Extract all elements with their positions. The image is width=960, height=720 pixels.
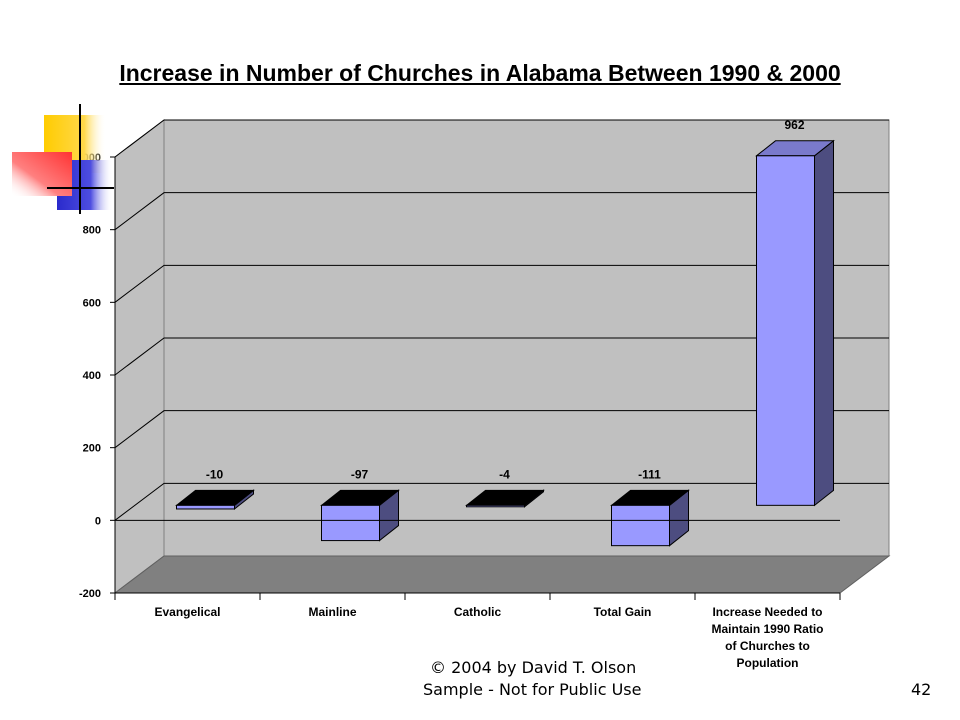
bar [175, 489, 255, 510]
usage-notice: Sample - Not for Public Use [423, 680, 642, 699]
bar-front [466, 504, 525, 508]
red-square [12, 152, 72, 196]
gridline [114, 192, 889, 231]
y-tick-label: 0 [95, 515, 101, 527]
bar [610, 489, 690, 547]
slide-corner-squares [12, 104, 114, 214]
gridline [114, 410, 889, 449]
gridline [114, 119, 889, 158]
category-label: Population [737, 656, 799, 670]
data-label: -97 [351, 467, 369, 481]
bar [755, 139, 835, 507]
category-label: Catholic [454, 605, 502, 619]
bar [320, 489, 400, 542]
y-tick-label: 600 [83, 297, 101, 309]
gridline [114, 264, 889, 303]
category-label: Increase Needed to [712, 605, 822, 619]
data-label: -10 [206, 467, 224, 481]
gridline [114, 337, 889, 376]
data-label: -111 [638, 467, 661, 481]
floor [113, 555, 891, 594]
data-label: -4 [499, 467, 510, 481]
category-label: Total Gain [594, 605, 652, 619]
y-tick-label: 200 [83, 443, 101, 455]
bar-front [611, 504, 670, 547]
copyright-text: © 2004 by David T. Olson [430, 658, 637, 677]
data-label: 962 [784, 118, 804, 132]
category-label: of Churches to [725, 639, 810, 653]
y-tick-label: 400 [83, 370, 101, 382]
y-tick-label: 800 [83, 225, 101, 237]
category-label: Evangelical [154, 605, 220, 619]
category-label: Mainline [308, 605, 356, 619]
category-label: Maintain 1990 Ratio [711, 622, 823, 636]
y-tick-label: -200 [79, 588, 101, 600]
bar-front [321, 504, 380, 542]
bar [465, 489, 545, 508]
gridline [114, 482, 889, 521]
chart-title: Increase in Number of Churches in Alabam… [119, 60, 841, 86]
bar-front [176, 504, 235, 510]
page-number: 42 [911, 680, 932, 699]
bar-front [756, 155, 815, 506]
bar-side [814, 139, 834, 507]
